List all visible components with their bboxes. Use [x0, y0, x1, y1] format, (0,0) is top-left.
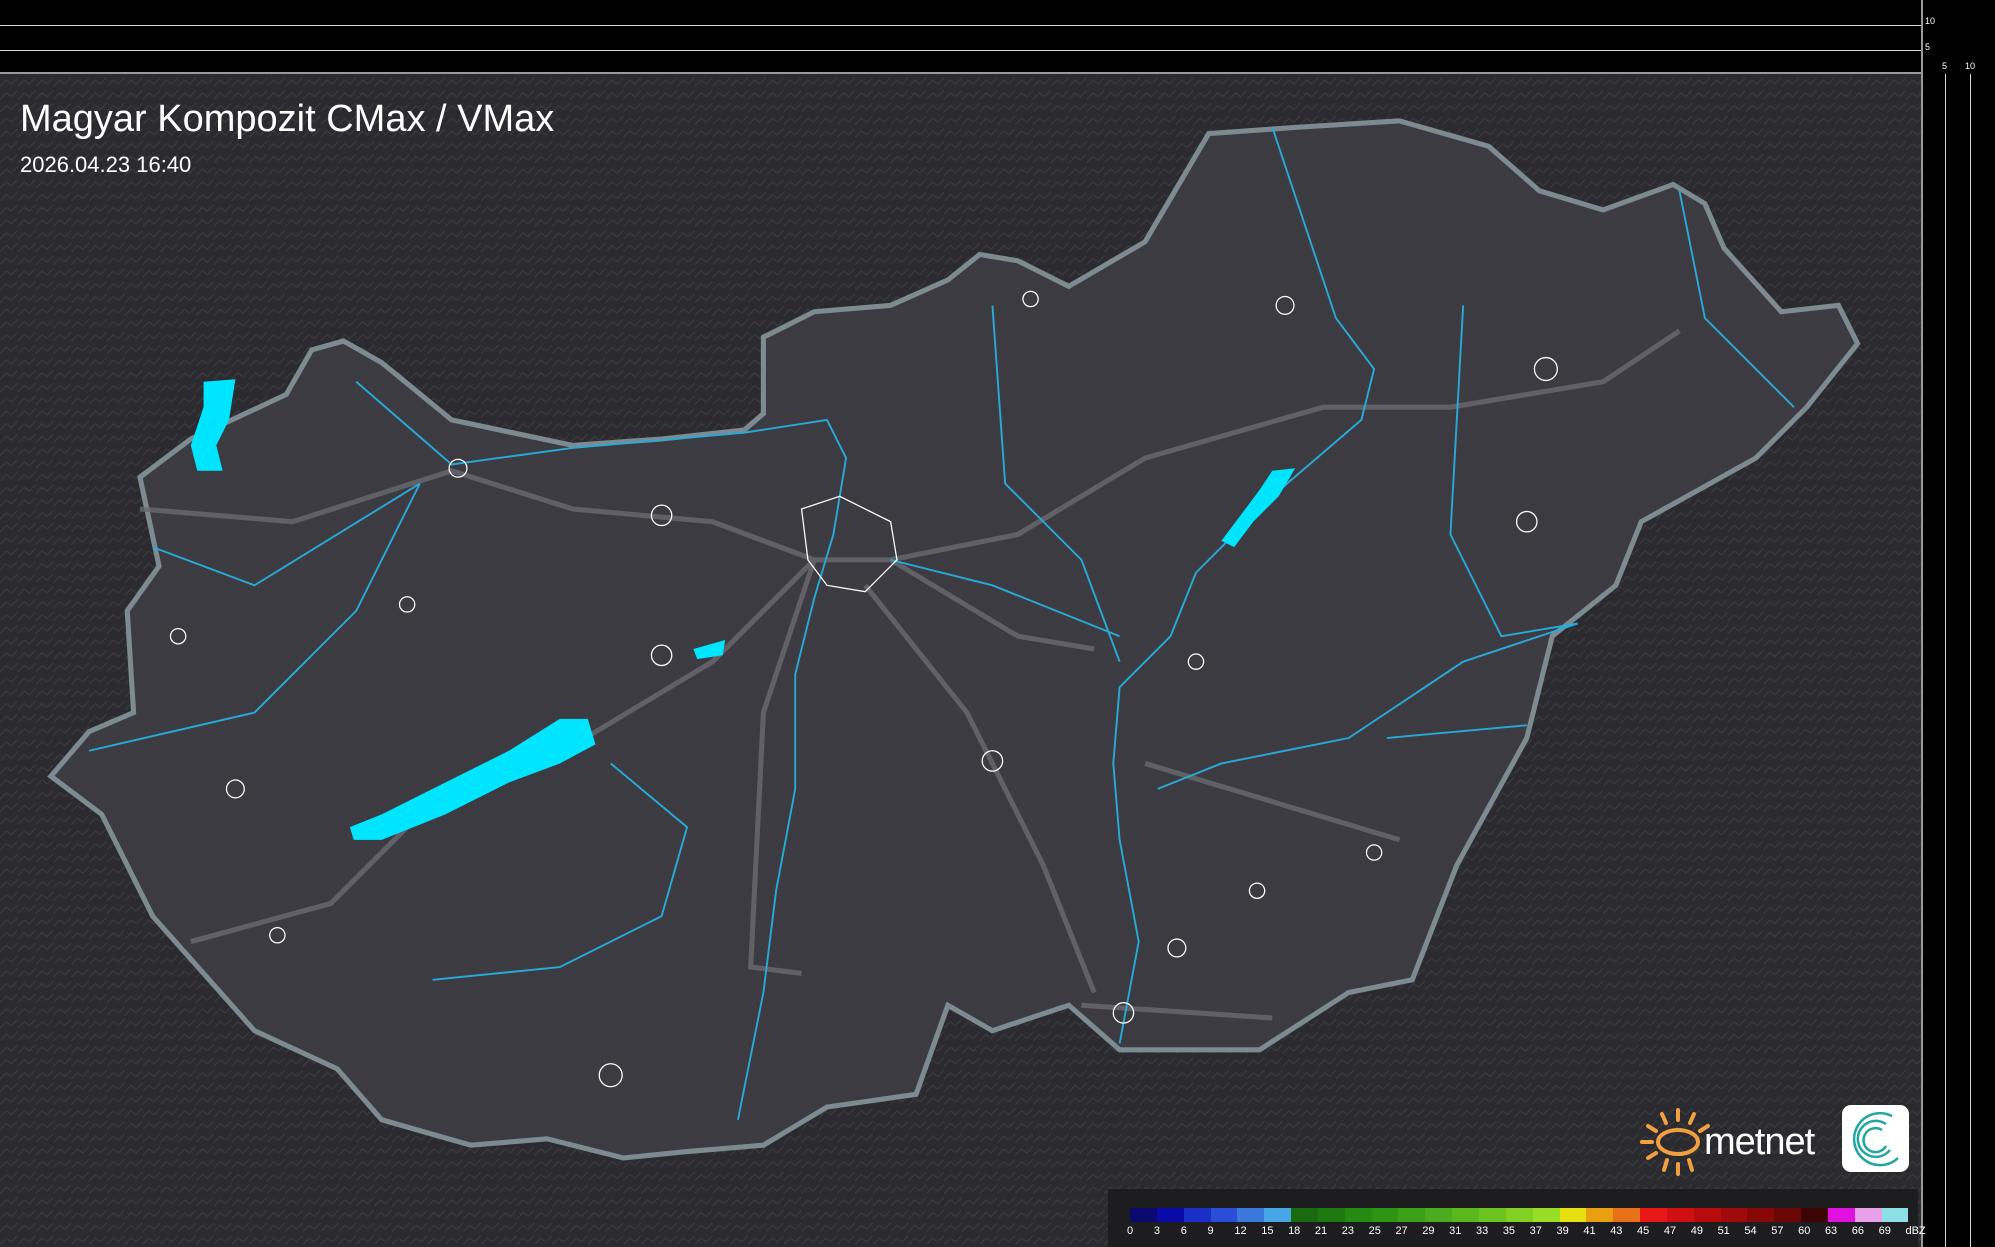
legend-swatch	[1854, 1208, 1882, 1222]
legend-label: 15	[1261, 1225, 1274, 1237]
legend-swatch	[1237, 1208, 1265, 1222]
legend-label: 35	[1502, 1225, 1516, 1237]
legend-labels: 0 3 6 9 12 15 18 21 23 25 27 29 31 33 35 37 39 41 43 45 47 49…	[1127, 1225, 1935, 1237]
right-scale-bar: 10 5 5 10	[1921, 0, 1995, 1247]
legend-label: 39	[1556, 1225, 1569, 1237]
legend-label: 27	[1395, 1225, 1408, 1237]
legend-label: 43	[1610, 1225, 1623, 1237]
legend-swatch	[1586, 1208, 1614, 1222]
legend-swatch	[1774, 1208, 1802, 1222]
budapest-outline	[800, 495, 898, 593]
legend-swatch	[1720, 1208, 1748, 1222]
legend-swatch	[1156, 1208, 1184, 1222]
legend-label: 60	[1798, 1225, 1811, 1237]
legend-swatch	[1693, 1208, 1721, 1222]
legend-swatch	[1183, 1208, 1211, 1222]
legend-label: 45	[1637, 1225, 1650, 1237]
tick-label: 10	[1925, 16, 1936, 26]
legend-swatch	[1210, 1208, 1238, 1222]
swirl-logo-tile	[1842, 1105, 1909, 1172]
hungary-country-shape	[47, 118, 1861, 1161]
legend-label: 66	[1851, 1225, 1865, 1237]
legend-label: 51	[1717, 1225, 1730, 1237]
map-timestamp: 2026.04.23 16:40	[20, 152, 192, 177]
legend-swatch	[1613, 1208, 1641, 1222]
danube-river	[355, 381, 848, 1120]
swirl-icon	[1852, 1111, 1899, 1167]
legend-swatch	[1130, 1208, 1157, 1222]
legend-swatch	[1532, 1208, 1560, 1222]
lake-balaton	[349, 718, 596, 840]
legend-label: 29	[1422, 1225, 1435, 1237]
legend-label: 0	[1127, 1225, 1134, 1237]
legend-swatch	[1452, 1208, 1479, 1222]
legend-swatch	[1398, 1208, 1426, 1222]
legend-color-bar	[1130, 1208, 1909, 1222]
legend-label: 18	[1288, 1225, 1301, 1237]
legend-label: 63	[1824, 1225, 1838, 1237]
legend-swatch	[1666, 1208, 1694, 1222]
legend-label: 33	[1475, 1225, 1489, 1237]
legend-label: 21	[1314, 1225, 1328, 1237]
legend-label: 3	[1153, 1225, 1160, 1237]
legend-label: 12	[1234, 1225, 1247, 1237]
map-title: Magyar Kompozit CMax / VMax	[20, 98, 555, 140]
legend-swatch	[1505, 1208, 1533, 1222]
legend-swatch	[1425, 1208, 1453, 1222]
lake-velence	[693, 640, 726, 660]
legend-swatch	[1478, 1208, 1506, 1222]
legend-swatch	[1801, 1208, 1828, 1222]
legend-swatch	[1344, 1208, 1372, 1222]
scale-vline-10	[1970, 74, 1971, 1247]
lake-tisza	[1221, 468, 1296, 548]
legend-swatch	[1371, 1208, 1399, 1222]
legend-swatch	[1559, 1208, 1587, 1222]
legend-label: 54	[1744, 1225, 1757, 1237]
legend-swatch	[1264, 1208, 1292, 1222]
legend-label: 9	[1207, 1225, 1214, 1237]
dbz-color-legend: 0 3 6 9 12 15 18 21 23 25 27 29 31 33 35 37 39 41 43 45 47 49…	[1108, 1189, 1926, 1247]
logo-text: metnet	[1704, 1121, 1816, 1163]
legend-label: 49	[1690, 1225, 1703, 1237]
legend-swatch	[1640, 1208, 1667, 1222]
legend-unit: dBZ	[1905, 1225, 1926, 1237]
lakes	[190, 379, 1296, 840]
legend-swatch	[1747, 1208, 1775, 1222]
city-outlines	[169, 290, 1558, 1088]
top-scale-bar	[0, 0, 1921, 74]
tick-label: 5	[1925, 42, 1931, 52]
legend-label: 31	[1449, 1225, 1462, 1237]
legend-swatch	[1317, 1208, 1345, 1222]
tisza-river	[1112, 126, 1376, 1044]
legend-label: 41	[1583, 1225, 1596, 1237]
legend-swatch	[1881, 1208, 1909, 1222]
rivers	[88, 126, 1795, 1120]
legend-swatch	[1827, 1208, 1855, 1222]
legend-label: 25	[1368, 1225, 1381, 1237]
legend-swatch	[1291, 1208, 1318, 1222]
tick-label: 5	[1942, 61, 1948, 71]
sun-icon	[1640, 1108, 1710, 1176]
scale-line-10	[0, 25, 1921, 26]
legend-label: 23	[1341, 1225, 1354, 1237]
scale-line-5	[0, 50, 1921, 51]
lake-neusiedl	[190, 379, 236, 471]
legend-label: 37	[1529, 1225, 1542, 1237]
legend-label: 57	[1771, 1225, 1784, 1237]
legend-label: 69	[1878, 1225, 1891, 1237]
metnet-logo: metnet	[1640, 1105, 1909, 1176]
scale-vline-5	[1945, 74, 1946, 1247]
tick-label: 10	[1965, 61, 1976, 71]
legend-label: 6	[1180, 1225, 1187, 1237]
legend-label: 47	[1663, 1225, 1677, 1237]
